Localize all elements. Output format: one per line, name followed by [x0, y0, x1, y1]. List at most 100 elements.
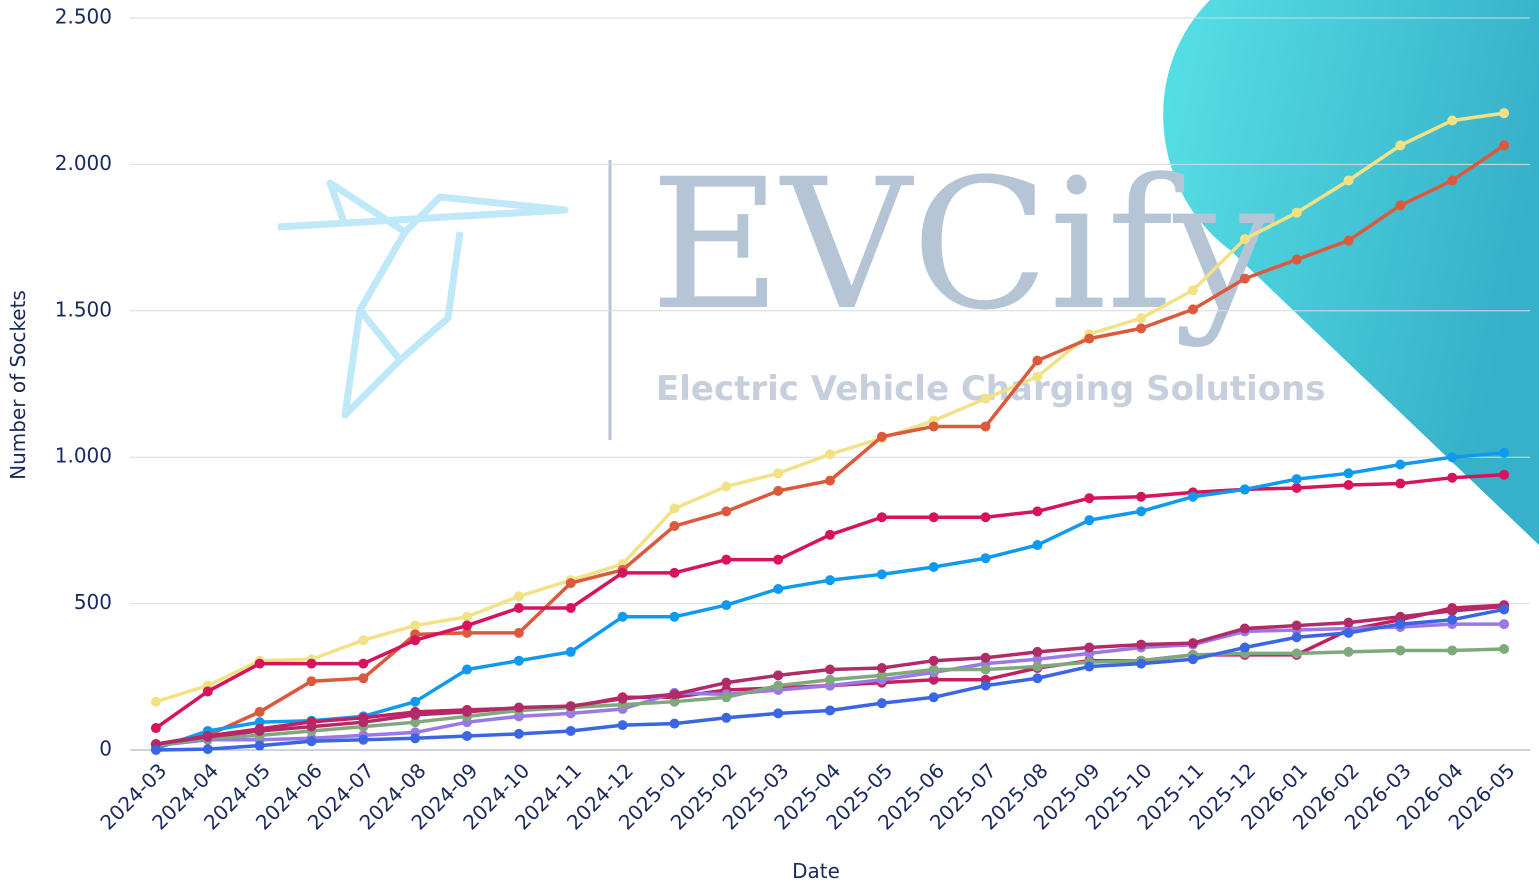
data-point: [825, 664, 835, 674]
data-point: [825, 705, 835, 715]
data-point: [306, 722, 316, 732]
data-point: [1136, 313, 1146, 323]
data-point: [358, 635, 368, 645]
data-point: [1240, 274, 1250, 284]
data-point: [1032, 662, 1042, 672]
data-point: [1084, 493, 1094, 503]
data-point: [721, 506, 731, 516]
data-point: [1188, 492, 1198, 502]
data-point: [1499, 619, 1509, 629]
data-point: [1344, 480, 1354, 490]
data-point: [410, 635, 420, 645]
data-point: [151, 697, 161, 707]
data-point: [1499, 470, 1509, 480]
data-point: [1032, 673, 1042, 683]
data-point: [255, 741, 265, 751]
data-point: [462, 612, 472, 622]
data-point: [929, 562, 939, 572]
data-point: [1292, 483, 1302, 493]
data-point: [1084, 643, 1094, 653]
data-point: [773, 681, 783, 691]
data-point: [358, 659, 368, 669]
data-point: [1395, 645, 1405, 655]
data-point: [1447, 473, 1457, 483]
data-point: [721, 678, 731, 688]
data-point: [669, 503, 679, 513]
data-point: [721, 713, 731, 723]
data-point: [929, 512, 939, 522]
data-point: [669, 521, 679, 531]
data-point: [669, 689, 679, 699]
data-point: [514, 591, 524, 601]
data-point: [877, 698, 887, 708]
data-point: [1084, 662, 1094, 672]
data-point: [358, 673, 368, 683]
data-point: [1447, 615, 1457, 625]
data-point: [462, 621, 472, 631]
data-point: [773, 468, 783, 478]
data-point: [1395, 200, 1405, 210]
data-point: [1447, 115, 1457, 125]
data-point: [1188, 304, 1198, 314]
data-point: [1188, 638, 1198, 648]
watermark-subtitle: Electric Vehicle Charging Solutions: [656, 369, 1326, 409]
data-point: [1240, 234, 1250, 244]
data-point: [410, 621, 420, 631]
series-line: [156, 453, 1504, 749]
data-point: [929, 692, 939, 702]
data-point: [1292, 474, 1302, 484]
data-point: [1292, 208, 1302, 218]
data-point: [981, 394, 991, 404]
data-point: [825, 449, 835, 459]
data-point: [255, 659, 265, 669]
data-point: [825, 476, 835, 486]
data-point: [1292, 621, 1302, 631]
data-point: [773, 708, 783, 718]
data-point: [514, 628, 524, 638]
data-point: [1136, 323, 1146, 333]
data-point: [981, 421, 991, 431]
data-point: [1032, 647, 1042, 657]
data-point: [203, 686, 213, 696]
data-point: [1240, 643, 1250, 653]
data-point: [773, 670, 783, 680]
data-point: [929, 656, 939, 666]
y-tick-label: 0: [99, 737, 112, 761]
data-point: [618, 694, 628, 704]
data-point: [1344, 176, 1354, 186]
data-point: [877, 569, 887, 579]
data-point: [566, 603, 576, 613]
data-point: [981, 653, 991, 663]
data-point: [773, 584, 783, 594]
data-point: [1499, 108, 1509, 118]
data-point: [566, 578, 576, 588]
data-point: [669, 568, 679, 578]
data-point: [669, 719, 679, 729]
data-point: [358, 735, 368, 745]
data-point: [1395, 460, 1405, 470]
data-point: [410, 733, 420, 743]
data-point: [1447, 452, 1457, 462]
data-point: [306, 736, 316, 746]
data-point: [1499, 604, 1509, 614]
data-point: [981, 681, 991, 691]
data-point: [151, 723, 161, 733]
data-point: [1395, 479, 1405, 489]
data-point: [514, 729, 524, 739]
data-point: [1032, 356, 1042, 366]
data-point: [203, 732, 213, 742]
watermark-logo: [278, 183, 565, 415]
data-point: [721, 555, 731, 565]
data-point: [1292, 648, 1302, 658]
data-point: [1395, 140, 1405, 150]
data-point: [462, 707, 472, 717]
data-point: [514, 656, 524, 666]
data-point: [1188, 285, 1198, 295]
data-point: [618, 720, 628, 730]
data-point: [306, 659, 316, 669]
data-point: [255, 726, 265, 736]
data-point: [1240, 623, 1250, 633]
data-point: [825, 675, 835, 685]
data-point: [1084, 334, 1094, 344]
data-point: [566, 726, 576, 736]
